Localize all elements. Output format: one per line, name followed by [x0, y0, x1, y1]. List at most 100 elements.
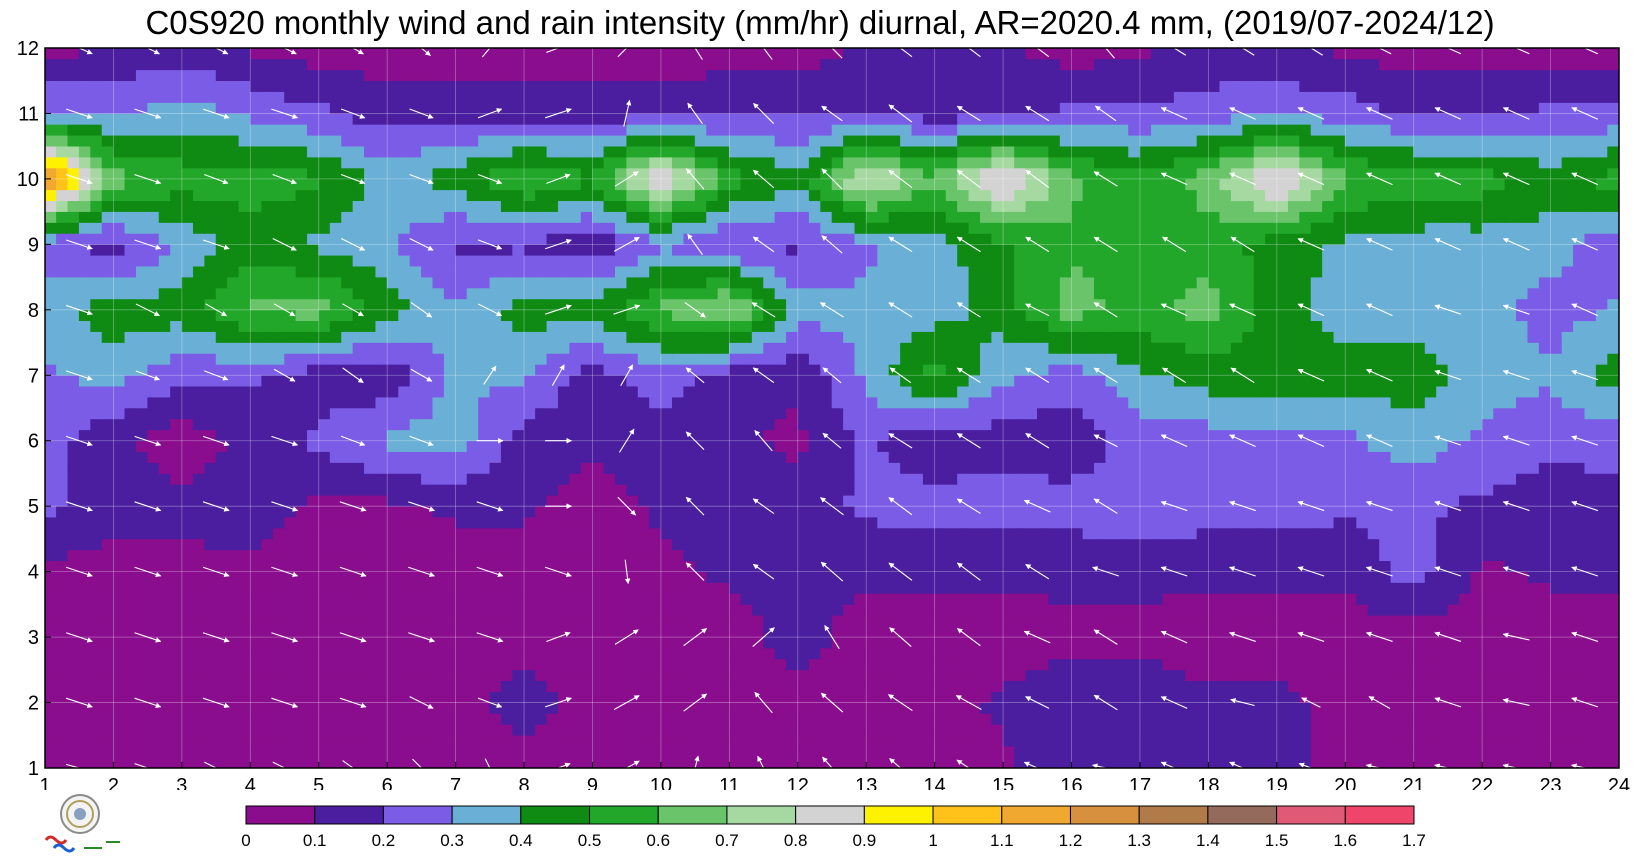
heat-cell — [1025, 407, 1038, 420]
heat-cell — [489, 593, 502, 605]
heat-cell — [181, 473, 194, 485]
heat-cell — [1607, 571, 1619, 583]
heat-cell — [1002, 407, 1015, 420]
heat-cell — [706, 484, 719, 496]
heat-cell — [637, 407, 650, 420]
heat-cell — [706, 724, 719, 736]
heat-cell — [67, 484, 80, 496]
heat-cell — [945, 724, 958, 736]
heat-cell — [215, 658, 228, 671]
heat-cell — [1048, 582, 1061, 594]
heat-cell — [580, 560, 593, 572]
heat-cell — [272, 385, 285, 398]
heat-cell — [1299, 407, 1312, 420]
heat-cell — [364, 593, 377, 605]
heat-cell — [329, 734, 342, 747]
heat-cell — [1379, 451, 1392, 463]
heat-cell — [238, 625, 251, 638]
heat-cell — [1356, 516, 1369, 529]
heat-cell — [1287, 440, 1300, 452]
heat-cell — [1538, 549, 1551, 562]
heat-cell — [250, 484, 263, 496]
heat-cell — [1287, 494, 1300, 507]
heat-cell — [1265, 571, 1278, 583]
heat-cell — [1162, 582, 1175, 594]
heat-cell — [888, 571, 901, 583]
heat-cell — [1230, 756, 1243, 768]
heat-cell — [78, 374, 91, 387]
heat-cell — [535, 734, 548, 747]
heat-cell — [1516, 494, 1529, 507]
heat-cell — [500, 527, 513, 540]
heat-cell — [854, 636, 867, 649]
heat-cell — [238, 385, 251, 398]
heat-cell — [352, 505, 365, 518]
heat-cell — [740, 538, 753, 551]
heat-cell — [1208, 756, 1221, 768]
heat-cell — [147, 691, 160, 703]
heat-cell — [227, 734, 240, 747]
heat-cell — [1481, 647, 1494, 660]
heat-cell — [808, 549, 821, 562]
heat-cell — [170, 549, 183, 562]
heat-cell — [1390, 494, 1403, 507]
heat-cell — [1299, 691, 1312, 703]
heat-cell — [1105, 593, 1118, 605]
heat-cell — [478, 451, 491, 463]
heat-cell — [1344, 374, 1357, 387]
heat-cell — [386, 484, 399, 496]
heat-cell — [284, 756, 297, 768]
heat-cell — [660, 549, 673, 562]
heat-cell — [1504, 462, 1517, 474]
heat-cell — [888, 527, 901, 540]
heat-cell — [1105, 462, 1118, 474]
heat-cell — [729, 473, 742, 485]
heat-cell — [911, 527, 924, 540]
heat-cell — [729, 658, 742, 671]
heat-cell — [192, 396, 205, 409]
heat-cell — [1550, 593, 1563, 605]
heat-cell — [603, 473, 616, 485]
heat-cell — [1493, 484, 1506, 496]
heat-cell — [1379, 538, 1392, 551]
heat-cell — [1356, 756, 1369, 768]
heat-cell — [1219, 691, 1232, 703]
heat-cell — [284, 484, 297, 496]
heat-cell — [1413, 702, 1426, 714]
heat-cell — [1230, 538, 1243, 551]
heat-cell — [546, 745, 559, 758]
heat-cell — [56, 374, 69, 387]
heat-cell — [341, 385, 354, 398]
heat-cell — [386, 396, 399, 409]
heat-cell — [706, 473, 719, 485]
heat-cell — [729, 604, 742, 616]
heat-cell — [683, 484, 696, 496]
heat-cell — [957, 713, 970, 725]
heat-cell — [808, 658, 821, 671]
heat-cell — [1424, 702, 1437, 714]
heat-cell — [729, 560, 742, 572]
heat-cell — [45, 385, 57, 398]
heat-cell — [1071, 549, 1084, 562]
heat-cell — [67, 669, 80, 682]
heat-cell — [626, 713, 639, 725]
heat-cell — [1208, 538, 1221, 551]
heat-cell — [1367, 396, 1380, 409]
heat-cell — [1401, 669, 1414, 682]
heat-cell — [1310, 429, 1323, 442]
heat-cell — [489, 582, 502, 594]
heat-cell — [1424, 560, 1437, 572]
heat-cell — [1447, 473, 1460, 485]
heat-cell — [1367, 538, 1380, 551]
heat-cell — [535, 407, 548, 420]
heat-cell — [1071, 669, 1084, 682]
heat-cell — [409, 429, 422, 442]
heat-cell — [614, 636, 627, 649]
heat-cell — [1459, 713, 1472, 725]
heat-cell — [1584, 691, 1597, 703]
heat-cell — [204, 614, 217, 627]
heat-cell — [67, 691, 80, 703]
heat-cell — [1573, 385, 1586, 398]
heat-cell — [1208, 724, 1221, 736]
heat-cell — [192, 374, 205, 387]
